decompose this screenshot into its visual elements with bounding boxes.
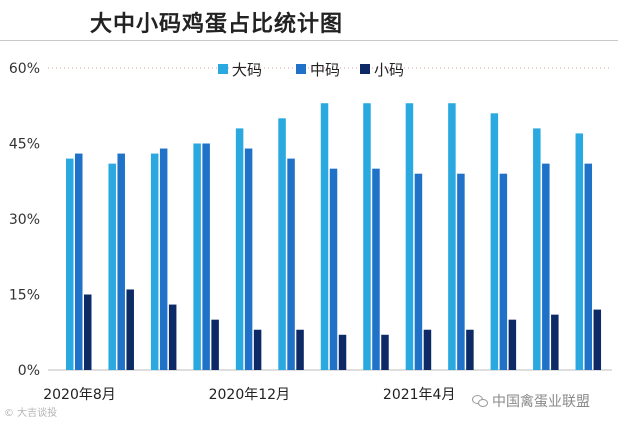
bar-大码-2021年7月 (533, 128, 541, 370)
bar-中码-2021年3月 (372, 168, 380, 370)
bar-大码-2021年4月 (405, 103, 414, 370)
bars-layer (66, 103, 602, 371)
legend-swatch-中码 (296, 64, 306, 74)
bar-中码-2021年1月 (287, 158, 295, 370)
bar-小码-2020年9月 (126, 289, 134, 370)
bar-大码-2020年12月 (235, 128, 244, 370)
bar-大码-2021年8月 (575, 133, 584, 370)
bar-中码-2021年7月 (542, 163, 550, 370)
legend-label-大码: 大码 (232, 61, 262, 79)
bar-大码-2020年8月 (66, 158, 74, 370)
legend-label-小码: 小码 (374, 61, 404, 79)
bar-小码-2021年6月 (508, 319, 517, 370)
y-tick-label: 60% (9, 61, 40, 77)
bar-中码-2021年2月 (329, 168, 338, 370)
bar-中码-2021年8月 (584, 163, 593, 370)
bar-大码-2021年5月 (448, 103, 456, 370)
bar-中码-2020年11月 (202, 143, 210, 370)
y-tick-label: 0% (18, 363, 40, 379)
legend: 大码 中码 小码 (218, 61, 404, 79)
watermark-right: 中国禽蛋业联盟 (468, 390, 594, 412)
y-tick-label: 15% (9, 288, 40, 304)
bar-小码-2021年8月 (593, 309, 602, 370)
watermark-left: © 大吉谈投 (4, 408, 58, 419)
watermark-right-text: 中国禽蛋业联盟 (492, 394, 590, 410)
bar-小码-2021年4月 (423, 329, 432, 370)
bar-大码-2020年11月 (193, 143, 201, 370)
bar-大码-2021年2月 (320, 103, 329, 370)
x-tick-label: 2021年4月 (383, 387, 456, 403)
bar-中码-2021年5月 (457, 173, 465, 370)
bar-小码-2020年10月 (168, 304, 177, 370)
bar-小码-2020年11月 (211, 319, 219, 370)
tick-labels: 0% 15% 30% 45% 60% 2020年8月 2020年12月 2021年4月 (9, 61, 456, 403)
bar-小码-2021年7月 (551, 314, 559, 370)
wechat-icon (472, 395, 488, 407)
legend-label-中码: 中码 (310, 61, 340, 79)
bar-大码-2020年10月 (150, 153, 159, 370)
bar-小码-2021年3月 (381, 334, 389, 370)
bar-大码-2021年1月 (278, 118, 286, 370)
legend-swatch-小码 (360, 64, 370, 74)
bar-小码-2020年12月 (253, 329, 262, 370)
bar-中码-2021年6月 (499, 173, 508, 370)
bar-小码-2021年1月 (296, 329, 304, 370)
title-divider (0, 40, 618, 41)
bar-大码-2021年3月 (363, 103, 371, 370)
x-tick-label: 2020年12月 (209, 387, 290, 403)
bar-中码-2021年4月 (414, 173, 423, 370)
y-tick-label: 45% (9, 137, 40, 153)
y-tick-label: 30% (9, 212, 40, 228)
x-tick-label: 2020年8月 (43, 387, 116, 403)
bar-小码-2021年2月 (338, 334, 347, 370)
bar-大码-2021年6月 (490, 113, 499, 371)
chart-title: 大中小码鸡蛋占比统计图 (90, 12, 344, 37)
bar-中码-2020年12月 (244, 148, 253, 370)
bar-小码-2020年8月 (84, 294, 92, 370)
bar-中码-2020年10月 (159, 148, 168, 370)
bar-大码-2020年9月 (108, 163, 116, 370)
bar-中码-2020年9月 (117, 153, 125, 370)
bar-中码-2020年8月 (75, 153, 83, 370)
legend-swatch-大码 (218, 64, 228, 74)
bar-小码-2021年5月 (466, 329, 474, 370)
